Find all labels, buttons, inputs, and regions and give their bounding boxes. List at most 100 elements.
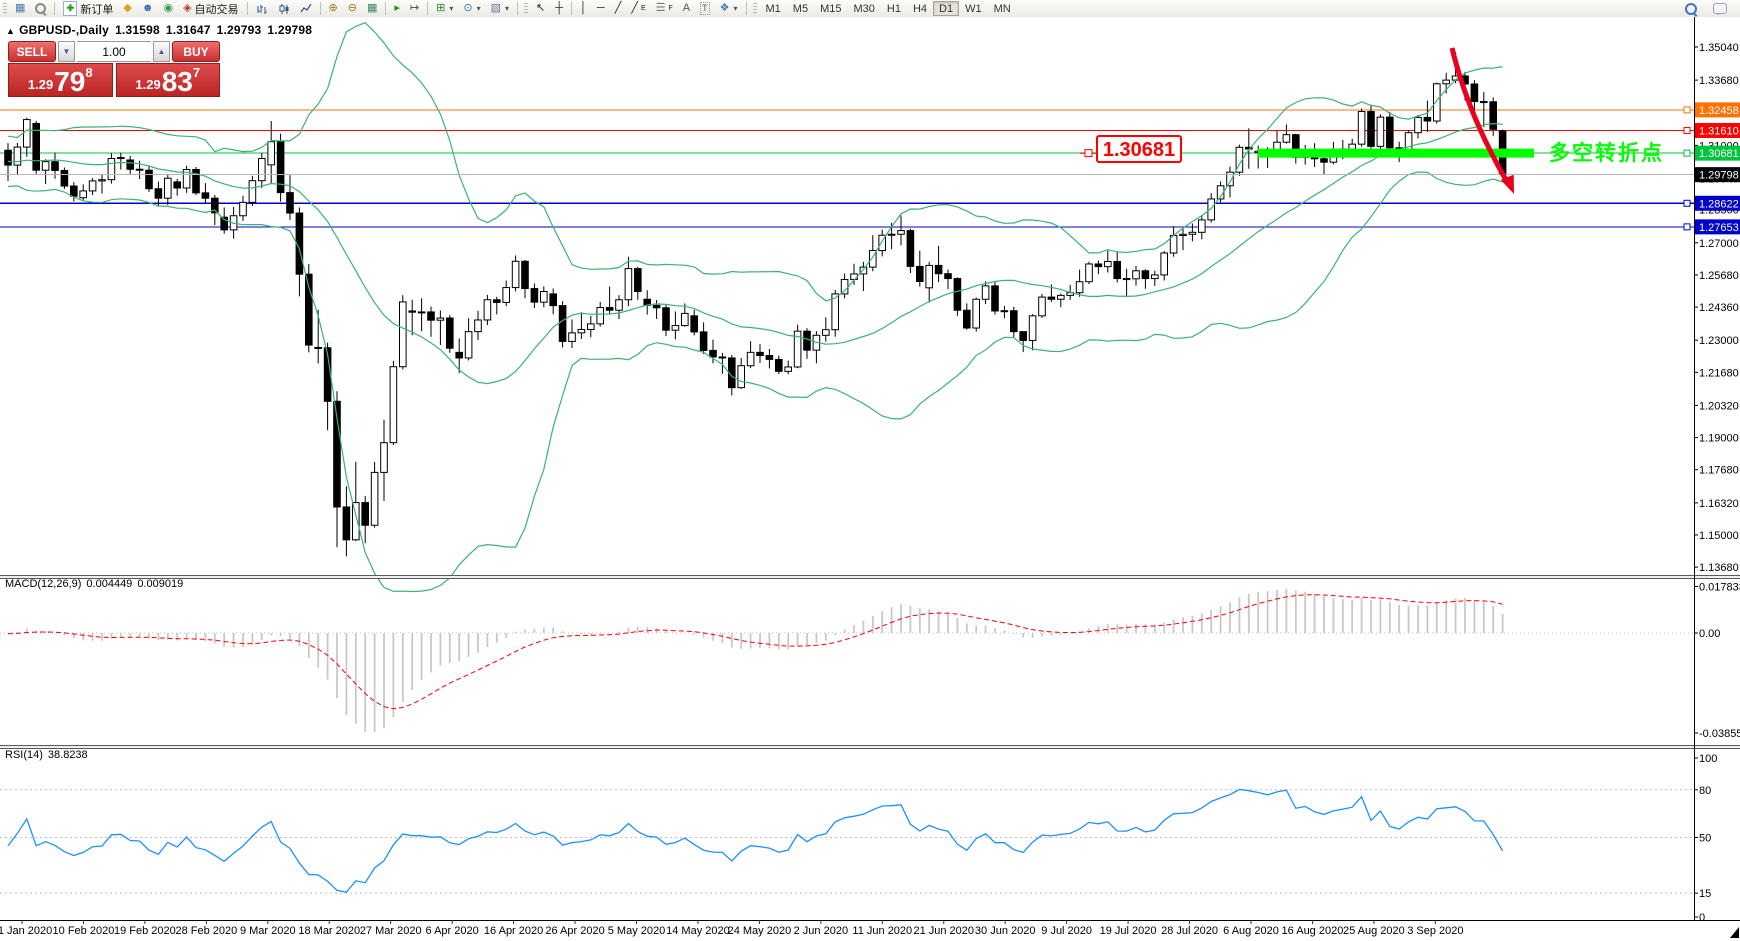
volume-increase-button[interactable]: ▲ — [153, 41, 170, 62]
toolbar-grip[interactable] — [752, 2, 757, 15]
indicators-button[interactable]: ⊞ ▾ — [431, 1, 458, 16]
metaeditor-button[interactable]: ◆ — [118, 1, 136, 16]
hline-anchor-handle — [1683, 223, 1691, 231]
axis-price-flag: 1.32458 — [1699, 105, 1739, 117]
bollinger-bands-layer — [7, 21, 1503, 593]
zoom-in-button[interactable]: ⊕ — [324, 1, 343, 16]
hline-anchor-handle — [1683, 127, 1691, 135]
price-flag-anchor — [1084, 149, 1093, 158]
horizontal-line-button[interactable]: ─ — [592, 1, 610, 16]
annotations-layer[interactable]: 1.30681 多空转折点 — [1080, 47, 1691, 231]
line-chart-button[interactable] — [295, 1, 317, 16]
autotrading-button[interactable]: ◈ 自动交易 — [178, 1, 243, 16]
profiles-button[interactable] — [30, 1, 51, 16]
fibonacci-f-label: F — [668, 5, 673, 12]
timeframe-h4-button[interactable]: H4 — [907, 1, 933, 16]
zoom-out-button[interactable]: ⊖ — [343, 1, 362, 16]
timeframe-w1-button[interactable]: W1 — [959, 1, 988, 16]
chevron-down-icon: ▾ — [476, 4, 481, 13]
community-button[interactable]: ☻ — [137, 1, 159, 16]
hline-anchor-handle — [1683, 199, 1691, 207]
price-callout-box[interactable] — [1096, 135, 1182, 163]
timeframe-mn-button[interactable]: MN — [988, 1, 1017, 16]
periods-button[interactable]: ⊙ ▾ — [458, 1, 485, 16]
axis-price-flag: 1.29798 — [1699, 170, 1739, 182]
buy-price-prefix: 1.29 — [135, 77, 161, 92]
toolbar-separator — [319, 2, 321, 15]
panel-dividers[interactable] — [0, 575, 1740, 749]
bollinger-lower-band — [7, 171, 1503, 593]
hline-anchor-handle — [1683, 149, 1691, 157]
toolbar-separator — [517, 2, 519, 15]
tile-windows-button[interactable]: ▦ — [362, 1, 382, 16]
toolbar-grip[interactable] — [524, 2, 529, 15]
date-tick-label: 3 Sep 2020 — [1407, 925, 1463, 937]
text-button[interactable]: A — [678, 1, 695, 16]
pivot-note-text[interactable]: 多空转折点 — [1549, 141, 1664, 165]
rsi-scale-label: 15 — [1699, 888, 1711, 900]
horizontal-line-icon: ─ — [596, 2, 605, 14]
new-order-button[interactable]: ✚ 新订单 — [58, 1, 118, 16]
timeframe-m1-button[interactable]: M1 — [760, 1, 787, 16]
sell-price-big: 79 — [54, 66, 86, 97]
timeframe-h1-button[interactable]: H1 — [881, 1, 907, 16]
price-chart[interactable]: 1.350401.336801.323201.310001.296401.283… — [0, 17, 1740, 941]
chart-shift-icon: ↦ — [409, 2, 420, 14]
trendline-button[interactable]: ╱ — [610, 1, 627, 16]
price-axis[interactable]: 1.350401.336801.323201.310001.296401.283… — [1694, 17, 1740, 924]
bar-chart-button[interactable] — [251, 1, 273, 16]
new-chart-icon: ▦ — [15, 2, 26, 14]
auto-scroll-button[interactable]: ▸ — [389, 1, 405, 16]
rsi-indicator-label: RSI(14) 38.8238 — [5, 749, 93, 761]
toolbar-separator — [571, 2, 573, 15]
timeframe-m5-button[interactable]: M5 — [787, 1, 814, 16]
volume-input[interactable] — [77, 41, 151, 62]
buy-price-box[interactable]: 1.29 83 7 — [115, 63, 220, 97]
scale-corner-toggle[interactable] — [1730, 927, 1739, 938]
candlestick-button[interactable] — [273, 1, 295, 16]
fibonacci-button[interactable]: ☰ F — [651, 1, 678, 16]
sell-price-prefix: 1.29 — [27, 77, 54, 92]
macd-signal-value: 0.009019 — [137, 578, 184, 590]
date-tick-label: 9 Mar 2020 — [240, 925, 296, 937]
vertical-line-button[interactable]: │ — [575, 1, 592, 16]
search-icon — [1685, 2, 1697, 15]
search-button[interactable] — [1680, 1, 1702, 16]
cursor-button[interactable]: ↖ — [531, 1, 550, 16]
macd-scale-label: -0.038559 — [1699, 728, 1740, 740]
rsi-scale-label: 100 — [1699, 753, 1717, 765]
buy-button[interactable]: BUY — [172, 41, 220, 62]
autotrading-label: 自动交易 — [194, 3, 239, 16]
bull-bear-pivot-bar[interactable] — [1258, 148, 1534, 158]
chat-button[interactable] — [1708, 1, 1732, 16]
templates-button[interactable]: ▧ ▾ — [486, 1, 514, 16]
price-tick-label: 1.23000 — [1699, 335, 1739, 347]
signals-button[interactable]: ◉ — [158, 1, 178, 16]
toolbar-separator — [745, 2, 747, 15]
crosshair-button[interactable]: ┼ — [550, 1, 568, 16]
label-button[interactable]: T — [695, 1, 715, 16]
toolbar-grip[interactable] — [3, 2, 7, 15]
date-tick-label: 28 Jul 2020 — [1161, 925, 1218, 937]
sell-arrow-head — [1500, 174, 1514, 194]
sell-arrow[interactable] — [1449, 47, 1509, 182]
timeframe-d1-button[interactable]: D1 — [933, 1, 960, 16]
volume-decrease-button[interactable]: ▼ — [58, 41, 75, 62]
chart-symbol-period: GBPUSD-,Daily — [19, 23, 110, 37]
timeframe-m30-button[interactable]: M30 — [847, 1, 880, 16]
collapse-arrow-icon[interactable]: ▲ — [6, 26, 16, 36]
date-tick-label: 10 Feb 2020 — [53, 925, 115, 937]
shapes-button[interactable]: ❖ ▾ — [715, 1, 743, 16]
toolbar-separator — [54, 2, 56, 15]
price-callout-text: 1.30681 — [1103, 139, 1175, 161]
new-chart-button[interactable]: ▦ — [10, 1, 30, 16]
rsi-line — [7, 788, 1504, 894]
sell-button[interactable]: SELL — [8, 41, 56, 62]
sell-price-box[interactable]: 1.29 79 8 — [8, 63, 113, 97]
timeframe-m15-button[interactable]: M15 — [814, 1, 847, 16]
date-tick-label: 28 Feb 2020 — [175, 925, 237, 937]
chart-shift-button[interactable]: ↦ — [405, 1, 424, 16]
equidistant-channel-button[interactable]: ╱ E — [626, 1, 650, 16]
date-tick-label: 25 Aug 2020 — [1343, 925, 1405, 937]
